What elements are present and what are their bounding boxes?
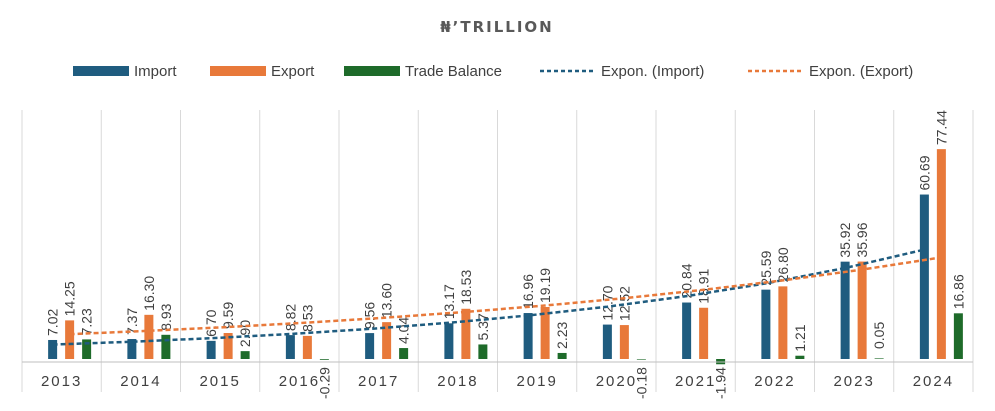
data-label-export-2015: 9.59 [220,302,236,329]
x-tick-label-2021: 2021 [675,373,716,390]
data-label-trade-balance-2022: 1.21 [792,324,808,351]
data-label-trade-balance-2013: 7.23 [79,308,95,335]
data-label-trade-balance-2020: -0.18 [633,367,649,399]
bar-export-2014 [144,314,154,359]
bar-trade-balance-2023 [874,358,884,359]
bar-export-2021 [699,307,709,359]
bar-trade-balance-2024 [953,313,963,359]
x-tick-label-2013: 2013 [41,373,82,390]
bar-trade-balance-2015 [240,351,250,359]
legend-label-import: Import [134,63,177,80]
x-tick-label-2020: 2020 [596,373,637,390]
data-label-import-2024: 60.69 [916,155,932,190]
bar-import-2018 [444,323,454,359]
bar-import-2015 [206,340,216,359]
bar-trade-balance-2019 [557,352,567,359]
x-tick-label-2019: 2019 [516,373,557,390]
legend-swatch-import [73,66,129,76]
plot-area: 7.02 7.37 6.70 8.82 9.56 13.17 16.96 12.70 20.84… [21,110,974,399]
bar-trade-balance-2018 [478,344,488,359]
legend-label-export: Export [271,63,315,80]
bar-import-2013 [48,339,58,359]
bar-import-2021 [682,302,692,359]
bar-trade-balance-2013 [82,339,92,359]
x-tick-label-2014: 2014 [120,373,161,390]
data-label-export-2017: 13.60 [379,283,395,318]
bar-import-2014 [127,339,137,359]
data-label-trade-balance-2017: 4.04 [396,317,412,344]
x-tick-label-2016: 2016 [279,373,320,390]
bar-trade-balance-2022 [795,355,805,359]
data-label-trade-balance-2018: 5.37 [475,313,491,340]
bar-export-2022 [778,286,788,359]
bar-trade-balance-2016 [319,359,329,360]
data-label-import-2022: 25.59 [758,250,774,285]
trendline-expon-import [52,248,925,346]
data-label-trade-balance-2015: 2.90 [237,320,253,347]
bar-export-2018 [461,308,471,359]
x-tick-label-2022: 2022 [754,373,795,390]
legend: Import Export Trade Balance Expon. (Import)… [73,63,913,80]
data-label-trade-balance-2016: -0.29 [316,367,332,399]
data-label-export-2024: 77.44 [933,110,949,145]
data-label-export-2014: 16.30 [141,276,157,311]
bar-import-2019 [523,313,533,359]
bar-export-2016 [302,335,312,359]
data-label-import-2020: 12.70 [599,285,615,320]
data-label-export-2018: 18.53 [458,270,474,305]
bar-import-2020 [602,324,612,359]
bar-export-2015 [223,333,233,359]
bar-export-2024 [936,149,946,359]
data-label-import-2018: 13.17 [441,284,457,319]
x-tick-label-2018: 2018 [437,373,478,390]
legend-swatch-export [210,66,266,76]
data-label-import-2013: 7.02 [45,309,61,336]
bar-export-2013 [65,320,75,359]
data-label-trade-balance-2014: 8.93 [158,303,174,330]
data-label-export-2023: 35.96 [854,222,870,257]
data-label-import-2016: 8.82 [282,304,298,331]
bar-import-2016 [285,335,295,359]
legend-label-trade-balance: Trade Balance [405,63,502,80]
data-label-trade-balance-2023: 0.05 [871,322,887,349]
data-label-export-2016: 8.53 [299,304,315,331]
data-label-trade-balance-2019: 2.23 [554,321,570,348]
bar-export-2019 [540,306,550,359]
legend-label-expon-export: Expon. (Export) [809,63,913,80]
bar-export-2023 [857,261,867,359]
data-label-import-2023: 35.92 [837,222,853,257]
data-label-import-2019: 16.96 [520,274,536,309]
bar-trade-balance-2020 [636,359,646,360]
legend-swatch-trade-balance [344,66,400,76]
data-label-import-2015: 6.70 [203,309,219,336]
data-label-export-2019: 19.19 [537,268,553,303]
data-label-export-2022: 26.80 [775,247,791,282]
chart-title: ₦’TRILLION [440,18,554,36]
data-label-import-2014: 7.37 [124,308,140,335]
data-label-export-2020: 12.52 [616,286,632,321]
data-label-export-2013: 14.25 [62,281,78,316]
bar-export-2020 [619,325,629,359]
data-label-import-2021: 20.84 [679,263,695,298]
bar-import-2022 [761,289,771,359]
data-label-export-2021: 18.91 [696,269,712,304]
bar-import-2017 [365,333,375,359]
legend-label-expon-import: Expon. (Import) [601,63,704,80]
x-tick-label-2017: 2017 [358,373,399,390]
bar-export-2017 [382,322,392,359]
data-label-import-2017: 9.56 [362,302,378,329]
bar-import-2023 [840,261,850,359]
x-tick-label-2015: 2015 [199,373,240,390]
trendline-expon-export [69,256,942,336]
x-tick-label-2024: 2024 [913,373,954,390]
bar-trade-balance-2017 [399,348,409,359]
data-label-trade-balance-2021: -1.94 [713,367,729,399]
bar-import-2024 [919,194,929,359]
bar-trade-balance-2014 [161,334,171,359]
data-label-trade-balance-2024: 16.86 [950,274,966,309]
x-tick-label-2023: 2023 [833,373,874,390]
